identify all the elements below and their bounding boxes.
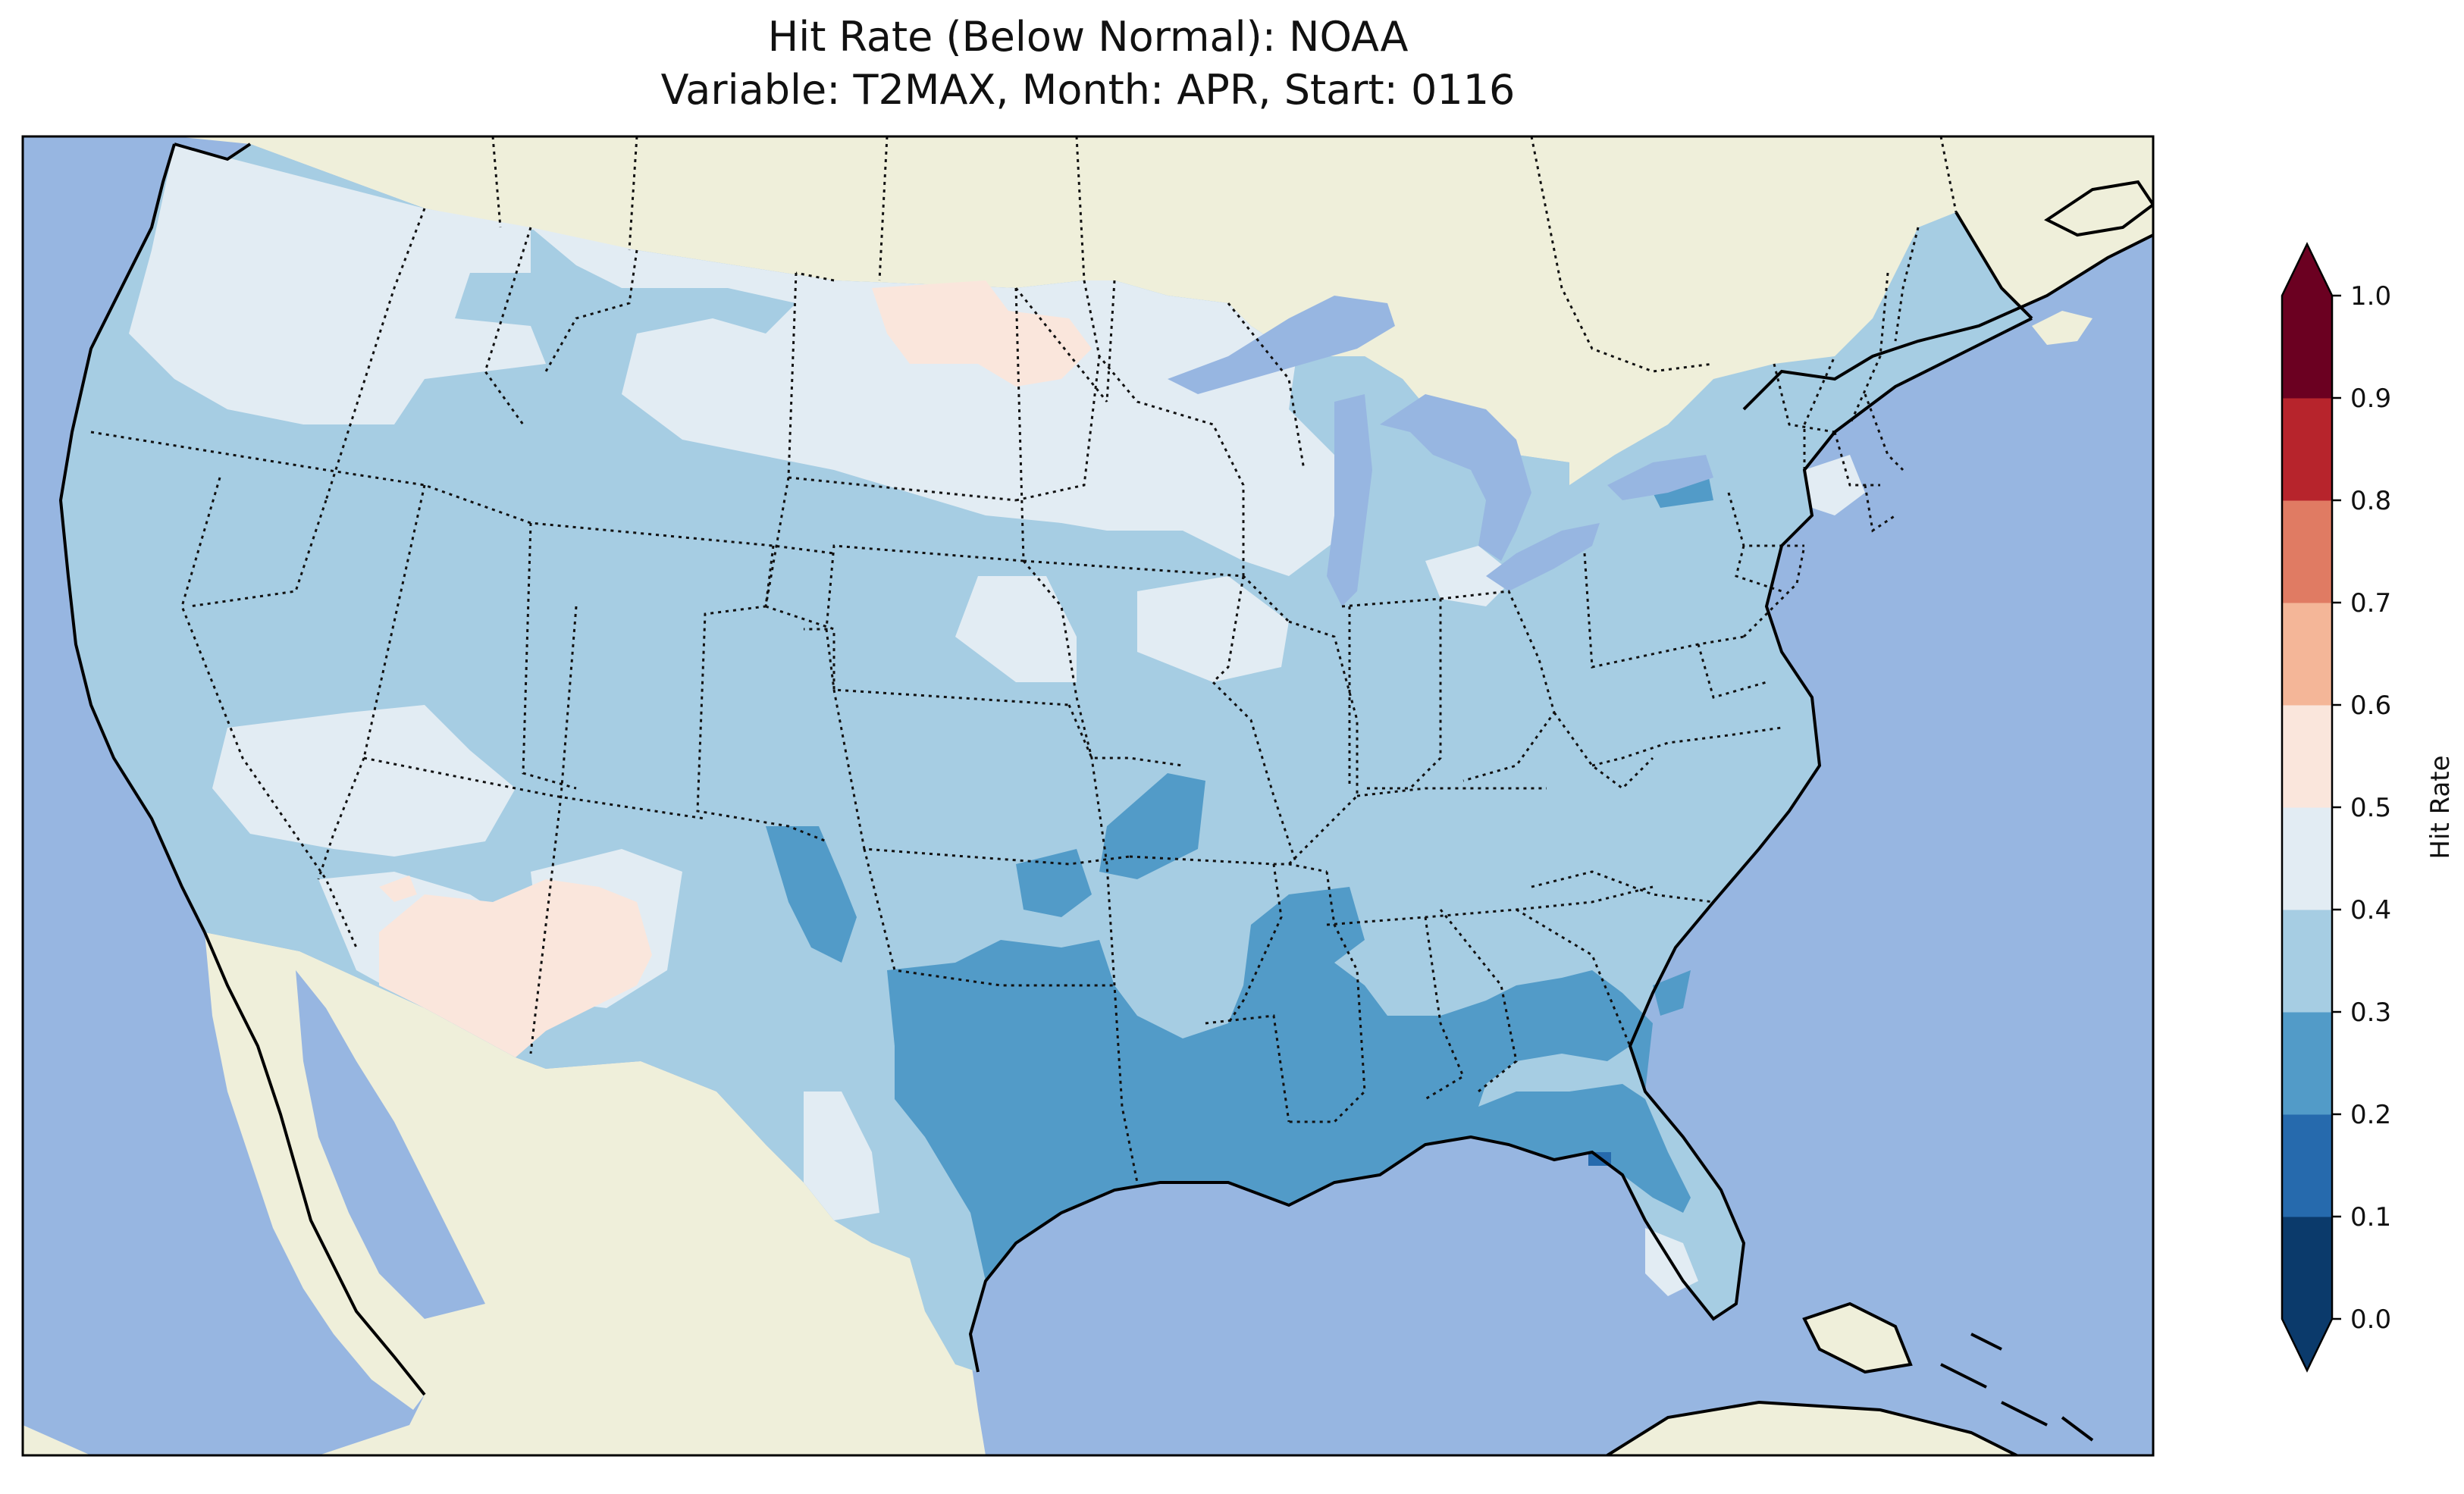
colorbar-extend-max xyxy=(2282,244,2332,296)
colorbar: 0.0 0.1 0.2 0.3 0.4 0.5 0.6 0.7 0.8 0.9 1.0 Hit Rat… xyxy=(2281,242,2456,1373)
colorbar-tick-label: 0.9 xyxy=(2350,384,2391,414)
colorbar-tick-label: 0.3 xyxy=(2350,998,2391,1028)
colorbar-bin-7 xyxy=(2282,500,2332,603)
colorbar-bin-9 xyxy=(2282,296,2332,399)
colorbar-tick-label: 0.1 xyxy=(2350,1202,2391,1232)
colorbar-bin-4 xyxy=(2282,807,2332,910)
canada-landmass xyxy=(174,136,2153,576)
international-borders xyxy=(491,136,1958,373)
colorbar-bin-8 xyxy=(2282,398,2332,501)
colorbar-bin-2 xyxy=(2282,1012,2332,1115)
gulf-of-california xyxy=(296,970,485,1319)
map-title-line2: Variable: T2MAX, Month: APR, Start: 0116 xyxy=(660,66,1516,114)
great-lakes xyxy=(1168,296,1713,606)
colorbar-bin-0 xyxy=(2282,1217,2332,1320)
colorbar-bin-5 xyxy=(2282,705,2332,808)
state-borders xyxy=(90,208,1920,1183)
map-title-line1: Hit Rate (Below Normal): NOAA xyxy=(767,13,1409,61)
bin-05-regions xyxy=(379,280,1092,1057)
colorbar-tick-label: 0.8 xyxy=(2350,486,2391,516)
colorbar-bin-1 xyxy=(2282,1114,2332,1217)
colorbar-tick-label: 0.7 xyxy=(2350,588,2391,619)
map-panel xyxy=(23,136,2153,1455)
map-frame xyxy=(21,135,2155,1457)
colorbar-bin-3 xyxy=(2282,910,2332,1013)
colorbar-tick-label: 1.0 xyxy=(2350,281,2391,312)
colorbar-tick-label: 0.6 xyxy=(2350,691,2391,721)
colorbar-label: Hit Rate xyxy=(2425,755,2456,859)
maritime-island-2 xyxy=(2032,311,2093,345)
colorbar-tick-label: 0.2 xyxy=(2350,1100,2391,1130)
coastlines xyxy=(58,143,2153,1455)
maritime-island xyxy=(2047,182,2153,235)
colorbar-tick-label: 0.4 xyxy=(2350,895,2391,926)
colorbar-extend-min xyxy=(2282,1319,2332,1370)
colorbar-tick-label: 0.5 xyxy=(2350,793,2391,823)
yucatan-land xyxy=(1607,1402,2017,1455)
colorbar-tick-label: 0.0 xyxy=(2350,1305,2391,1335)
map-title: Hit Rate (Below Normal): NOAA Variable: … xyxy=(23,11,2153,117)
usa-landmass xyxy=(61,144,2032,1372)
colorbar-bin-6 xyxy=(2282,603,2332,706)
